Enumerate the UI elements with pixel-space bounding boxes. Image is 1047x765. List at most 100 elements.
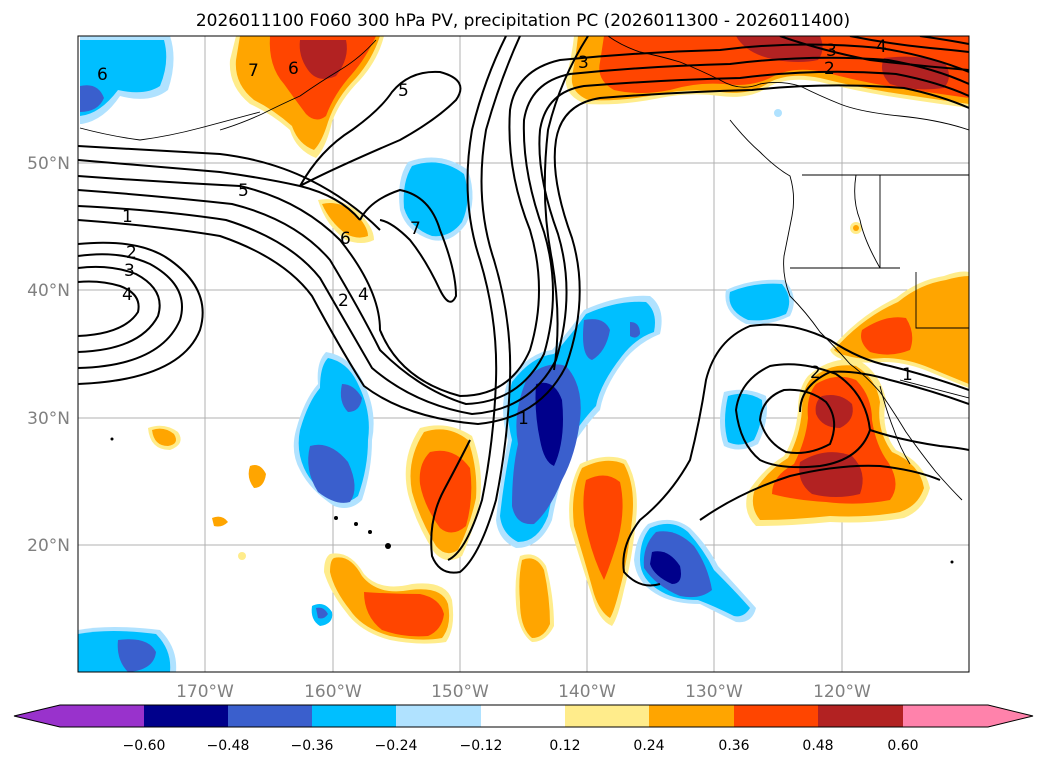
pos-area-southwest-core <box>364 592 444 637</box>
colorbar-bin-pos-012 <box>565 705 650 727</box>
colorbar-bin-neg-048 <box>228 705 313 727</box>
pv-contour-ne-3 <box>919 36 969 45</box>
lon-label-140w: 140°W <box>558 682 616 702</box>
border-state-3 <box>915 272 969 329</box>
contour-label: 2 <box>338 291 349 311</box>
pos-area-alaska-core <box>299 40 347 79</box>
pv-contour-cutoff-1 <box>622 323 969 587</box>
neg-area-small-sw-core <box>316 607 328 619</box>
colorbar-outline <box>13 704 1034 728</box>
pv-contour-closed-1 <box>78 241 204 385</box>
contour-label: 3 <box>578 53 589 73</box>
coast-baja <box>879 385 911 465</box>
pv-contour-trough-2 <box>447 36 507 561</box>
colorbar-tick: 0.36 <box>718 738 749 754</box>
colorbar-bin-neg-024 <box>396 705 481 727</box>
colorbar-tick: −0.12 <box>460 738 503 754</box>
island-3 <box>368 530 372 534</box>
pv-contour-6 <box>78 145 381 231</box>
lat-label-30n: 30°N <box>27 409 70 429</box>
lon-label-120w: 120°W <box>813 682 871 702</box>
contour-label: 2 <box>126 243 137 263</box>
pos-area-dot-5 <box>853 225 859 231</box>
colorbar-over <box>988 705 1033 727</box>
pos-area-dot-3 <box>212 516 228 527</box>
neg-area-coast <box>729 283 790 321</box>
pos-area-east-core-1 <box>815 395 853 428</box>
pos-area-dot-4 <box>238 552 246 560</box>
contour-label: 6 <box>340 229 351 249</box>
pv-contour-8 <box>359 188 458 303</box>
contour-label: 5 <box>238 181 249 201</box>
pos-area-east-core-2 <box>799 452 863 497</box>
neg-area-north <box>403 162 468 237</box>
pv-contour-cutoff-4 <box>699 464 941 521</box>
colorbar-bin-neg-060 <box>144 705 229 727</box>
colorbar-under <box>14 705 60 727</box>
colorbar: −0.60 −0.48 −0.36 −0.24 −0.12 0.12 0.24 … <box>13 704 1034 754</box>
pv-contour-7 <box>299 70 462 187</box>
contour-label: 6 <box>97 65 108 85</box>
colorbar-tick: 0.60 <box>887 738 918 754</box>
pv-contour-5 <box>78 159 361 221</box>
contour-label: 4 <box>876 37 887 57</box>
pv-contour-closed-4 <box>78 280 140 337</box>
island-1 <box>334 516 338 520</box>
pos-area-dot-2 <box>248 465 266 488</box>
positive-anomaly-areas <box>148 36 969 644</box>
pos-area-center-core <box>583 475 623 580</box>
map-panel: 6 7 6 5 3 3 4 2 5 1 2 3 4 6 7 4 2 2 1 1 … <box>27 35 970 702</box>
colorbar-tick: −0.48 <box>207 738 250 754</box>
coast-alaska-peninsula <box>219 39 377 131</box>
map-frame <box>77 35 970 673</box>
pos-area-south-center <box>519 558 550 638</box>
neg-area-central-top <box>583 319 610 360</box>
lat-label-40n: 40°N <box>27 281 70 301</box>
pv-contour-closed-2 <box>78 253 183 369</box>
colorbar-bin-neutral <box>481 705 566 727</box>
contour-label: 3 <box>124 261 135 281</box>
contour-label: 1 <box>518 409 529 429</box>
coast-aleutians <box>79 111 261 141</box>
colorbar-tick: 0.12 <box>549 738 580 754</box>
neg-area-central-core <box>535 382 563 466</box>
lon-label-130w: 130°W <box>685 682 743 702</box>
colorbar-tick-labels: −0.60 −0.48 −0.36 −0.24 −0.12 0.12 0.24 … <box>123 738 919 754</box>
neg-area-bottom-left-core <box>117 639 156 672</box>
neg-area-west-top <box>340 384 362 412</box>
pv-contour-cutoff-2 <box>799 370 969 413</box>
contour-label: 5 <box>398 81 409 101</box>
contour-label: 2 <box>824 59 835 79</box>
neg-area-east <box>725 393 763 445</box>
contour-label: 4 <box>122 285 133 305</box>
negative-anomaly-areas <box>78 36 794 672</box>
islands <box>110 437 954 564</box>
pv-contour-2 <box>78 56 969 406</box>
pos-area-gulf-core-2 <box>882 56 949 90</box>
island-5 <box>110 437 114 441</box>
neg-area-south-core <box>650 551 681 584</box>
colorbar-bin-pos-048 <box>818 705 904 727</box>
contour-label: 7 <box>248 61 259 81</box>
colorbar-bin-pos-024 <box>649 705 734 727</box>
pv-contour-closed-3 <box>78 265 161 353</box>
border-state-4 <box>854 174 881 269</box>
pv-contour-ne-2 <box>849 36 969 53</box>
island-4 <box>385 543 391 549</box>
pos-area-center-west-core <box>419 450 472 533</box>
lon-label-160w: 160°W <box>304 682 362 702</box>
figure-title: 2026011100 F060 300 hPa PV, precipitatio… <box>196 11 850 31</box>
colorbar-tick: −0.36 <box>291 738 334 754</box>
neg-area-dot-north <box>774 109 782 117</box>
neg-area-west-mid <box>308 444 355 503</box>
colorbar-tick: −0.60 <box>123 738 166 754</box>
pv-contour-4 <box>78 84 969 426</box>
colorbar-tick: 0.24 <box>633 738 664 754</box>
pv-contours <box>78 36 969 587</box>
pv-contour-cutoff-closed-1 <box>734 363 872 469</box>
pv-contour-ne-1 <box>779 36 969 71</box>
lon-label-150w: 150°W <box>431 682 489 702</box>
pv-contour-trough-1 <box>430 36 521 574</box>
colorbar-under-segment <box>60 705 145 727</box>
contour-label: 2 <box>810 363 821 383</box>
